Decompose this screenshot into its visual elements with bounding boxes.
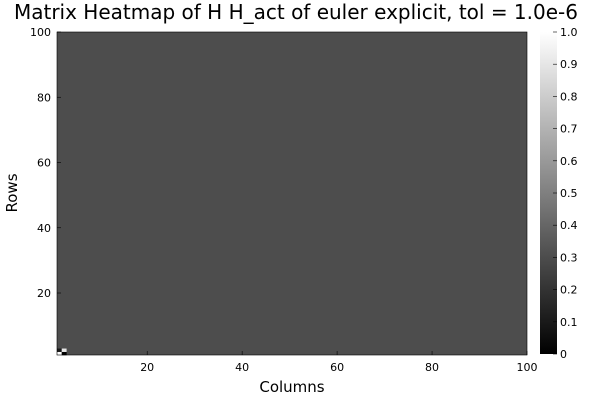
y-tick-label: 100 (30, 26, 51, 39)
chart-title: Matrix Heatmap of H H_act of euler expli… (14, 0, 578, 24)
colorbar-tick-label: 0.3 (560, 251, 578, 264)
x-axis-label: Columns (259, 378, 324, 396)
plot-area (57, 32, 527, 356)
x-tick-label: 100 (517, 361, 538, 374)
heatmap-cell (61, 351, 67, 356)
y-tick-label: 20 (37, 287, 51, 300)
x-tick-label: 60 (330, 361, 344, 374)
colorbar-tick-label: 0.1 (560, 316, 578, 329)
colorbar-ticks: 0 0.1 0.2 0.3 0.4 0.5 0.6 0.7 0.8 0.9 1.0 (553, 26, 578, 361)
y-axis-ticks: 20 40 60 80 100 (30, 26, 61, 300)
x-tick-label: 80 (425, 361, 439, 374)
colorbar-tick-label: 0.5 (560, 187, 578, 200)
colorbar-tick-label: 0 (560, 348, 567, 361)
colorbar-tick-label: 0.2 (560, 284, 578, 297)
x-tick-label: 20 (140, 361, 154, 374)
heatmap-background (57, 32, 527, 355)
colorbar-tick-label: 0.4 (560, 219, 578, 232)
y-tick-label: 80 (37, 91, 51, 104)
y-tick-label: 40 (37, 222, 51, 235)
heatmap-cell (57, 351, 62, 356)
y-axis-label: Rows (3, 173, 21, 212)
plot-frame (56, 31, 528, 356)
heatmap-cell (61, 348, 67, 352)
colorbar-tick-label: 0.6 (560, 155, 578, 168)
colorbar-tick-label: 0.8 (560, 90, 578, 103)
heatmap-cell (57, 348, 62, 352)
colorbar-tick-label: 0.7 (560, 123, 578, 136)
colorbar-tick-label: 1.0 (560, 26, 578, 39)
colorbar-tick-label: 0.9 (560, 58, 578, 71)
x-axis-ticks: 20 40 60 80 100 (140, 351, 538, 374)
y-tick-label: 60 (37, 157, 51, 170)
x-tick-label: 40 (235, 361, 249, 374)
colorbar (540, 32, 557, 354)
